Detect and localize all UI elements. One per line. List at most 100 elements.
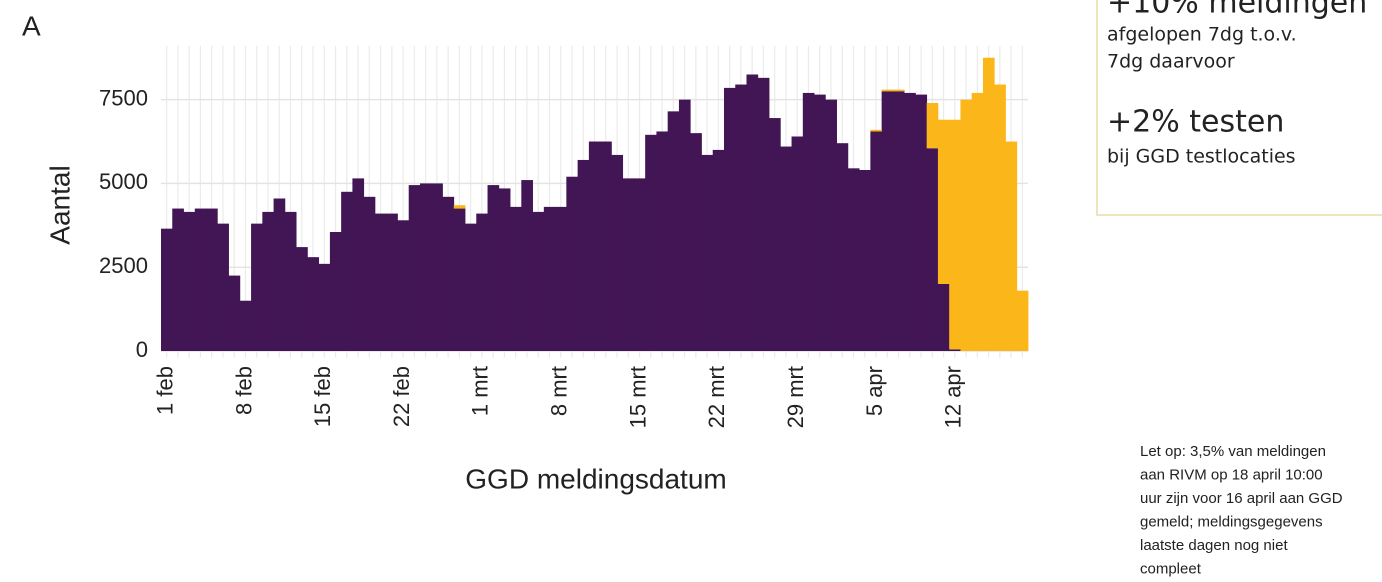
bar — [273, 198, 286, 351]
x-tick-label: 8 mrt — [547, 366, 572, 416]
bar — [329, 232, 342, 351]
bar — [825, 99, 837, 351]
bar — [712, 149, 725, 351]
bar — [442, 196, 455, 351]
bar — [476, 213, 488, 351]
x-tick-label: 1 feb — [152, 366, 177, 415]
bar — [374, 213, 387, 351]
bar — [510, 206, 522, 351]
bar — [791, 136, 804, 351]
plot: 0 2500 5000 7500 1 feb 8 feb 15 feb 22 feb 1 mrt… — [99, 46, 1029, 428]
note-line: Let op: 3,5% van meldingen — [1140, 443, 1326, 460]
y-tick-label: 7500 — [99, 85, 148, 110]
bar — [690, 133, 702, 351]
note-line: gemeld; meldingsgegevens — [1140, 513, 1323, 530]
bar — [341, 191, 353, 351]
bar — [904, 92, 916, 351]
bar — [251, 223, 263, 351]
bar — [802, 92, 815, 351]
bar — [960, 99, 973, 351]
bar — [239, 300, 252, 351]
summary-text: 7dg daarvoor — [1107, 51, 1235, 73]
bar — [262, 211, 274, 351]
bar — [566, 176, 579, 351]
panel-label: A — [22, 10, 41, 41]
bar — [892, 89, 905, 92]
bar — [206, 208, 218, 351]
x-axis-label: GGD meldingsdatum — [465, 463, 726, 494]
bar — [408, 185, 421, 351]
bar — [859, 170, 871, 351]
bar — [555, 206, 567, 351]
note-line: compleet — [1140, 560, 1202, 577]
summary-headline: +2% testen — [1107, 105, 1284, 140]
note-line: laatste dagen nog niet — [1140, 537, 1288, 554]
bar — [453, 208, 466, 351]
y-tick-label: 0 — [136, 337, 148, 362]
bar — [667, 111, 680, 351]
bar — [881, 91, 894, 351]
bar — [194, 208, 207, 351]
bar — [937, 119, 950, 284]
summary-headline: +10% meldingen — [1107, 0, 1367, 21]
bar — [588, 141, 601, 351]
x-tick-label: 15 feb — [310, 366, 335, 427]
bar — [949, 119, 961, 350]
bar — [419, 183, 432, 351]
x-tick-label: 22 feb — [389, 366, 414, 427]
bar — [836, 143, 849, 351]
bar — [746, 74, 759, 351]
bar — [386, 213, 398, 351]
bar — [937, 283, 950, 351]
bar — [847, 168, 860, 351]
bar — [307, 257, 320, 351]
x-tick-label: 8 feb — [231, 366, 256, 415]
bar — [543, 206, 556, 351]
bar — [363, 196, 376, 351]
note-line: uur zijn voor 16 april aan GGD — [1140, 490, 1343, 507]
bar — [633, 178, 646, 351]
bar — [926, 148, 939, 351]
bar — [577, 159, 590, 351]
summary-box — [1096, 0, 1382, 216]
bar — [352, 178, 365, 351]
bar — [701, 154, 714, 351]
bar — [757, 77, 770, 351]
note: Let op: 3,5% van meldingen aan RIVM op 18… — [1140, 443, 1343, 578]
bar — [881, 89, 894, 92]
bar — [735, 84, 747, 351]
bar — [521, 180, 533, 351]
bar — [284, 211, 297, 351]
bar — [183, 211, 196, 351]
bar — [611, 154, 624, 351]
bar — [982, 57, 995, 351]
summary-text: afgelopen 7dg t.o.v. — [1107, 24, 1297, 46]
bar — [915, 94, 928, 351]
bar — [769, 118, 781, 351]
bar — [487, 185, 500, 351]
bar — [780, 146, 792, 351]
bar — [622, 178, 635, 351]
bar — [532, 211, 545, 351]
x-tick-label: 12 apr — [941, 366, 966, 428]
bar — [994, 84, 1006, 351]
bar — [870, 129, 883, 132]
bar — [600, 141, 612, 351]
bar — [723, 87, 736, 351]
bar — [870, 131, 883, 351]
bar — [161, 228, 173, 351]
bar — [645, 134, 657, 351]
bar — [678, 99, 691, 351]
x-tick-label: 5 apr — [862, 366, 887, 416]
bar — [431, 183, 443, 351]
y-tick-label: 5000 — [99, 169, 148, 194]
bar — [971, 92, 984, 351]
bar — [397, 220, 410, 351]
x-tick-label: 22 mrt — [704, 366, 729, 428]
bar — [1016, 290, 1029, 351]
bar — [453, 205, 466, 209]
bar — [892, 91, 905, 351]
y-axis-label: Aantal — [44, 165, 75, 244]
